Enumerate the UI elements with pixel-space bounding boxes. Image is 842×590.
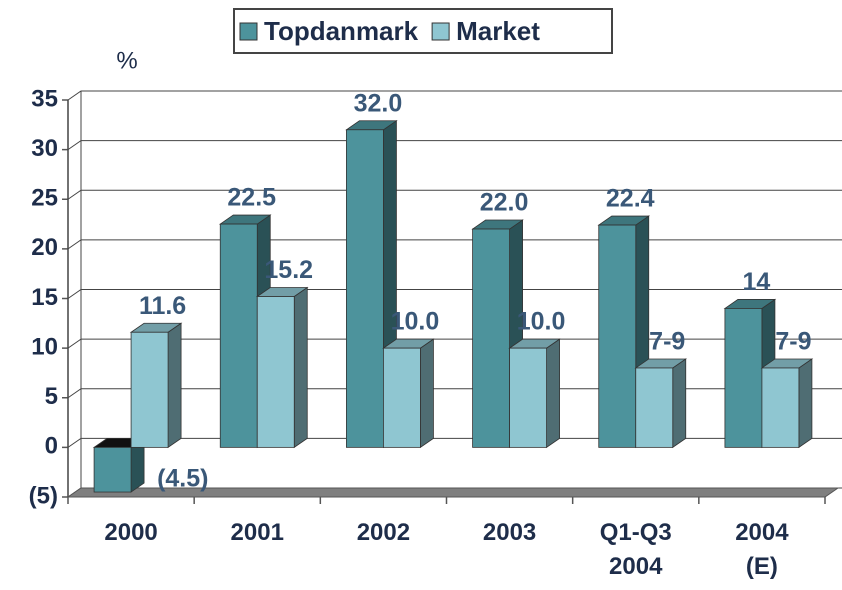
bar-front bbox=[509, 347, 547, 448]
y-tick-label: 25 bbox=[31, 185, 58, 212]
y-tick-label: 5 bbox=[45, 383, 58, 410]
bar bbox=[255, 286, 309, 449]
y-tick-label: 30 bbox=[31, 135, 58, 162]
bar bbox=[760, 358, 814, 449]
value-label: 10.0 bbox=[391, 308, 440, 336]
bar-front bbox=[346, 129, 384, 448]
bar-side bbox=[420, 338, 434, 449]
bar bbox=[129, 322, 183, 449]
value-label: 22.5 bbox=[227, 184, 276, 212]
bar-side bbox=[293, 286, 308, 449]
value-label: 7-9 bbox=[649, 328, 685, 356]
legend-swatch bbox=[431, 22, 450, 41]
value-label: 7-9 bbox=[775, 328, 811, 356]
y-tick-label: 15 bbox=[31, 284, 58, 311]
grid-line bbox=[67, 90, 842, 101]
bar-side bbox=[798, 358, 813, 449]
value-label: 15.2 bbox=[264, 256, 313, 284]
x-tick-label: 2002 bbox=[356, 519, 411, 546]
bar-front bbox=[472, 228, 510, 448]
bar-front bbox=[219, 223, 258, 448]
bar bbox=[508, 338, 561, 449]
value-label: 22.4 bbox=[606, 185, 655, 213]
bar-front bbox=[598, 224, 637, 448]
bar-side bbox=[546, 338, 560, 449]
y-tick-label: 10 bbox=[31, 333, 58, 360]
value-label: 14 bbox=[743, 268, 771, 296]
y-tick-label: 35 bbox=[31, 85, 58, 112]
bar-front bbox=[761, 367, 800, 448]
x-tick-label: 2001 bbox=[230, 519, 284, 546]
legend-label: Market bbox=[456, 16, 540, 46]
bar-front bbox=[256, 296, 295, 448]
bar bbox=[634, 358, 688, 449]
bar-side bbox=[672, 358, 687, 449]
x-tick-label: 2000 bbox=[104, 519, 158, 546]
value-label: 22.0 bbox=[480, 189, 529, 217]
bar-side bbox=[167, 322, 182, 449]
y-tick-label: (5) bbox=[29, 482, 58, 509]
grid-line bbox=[67, 189, 842, 200]
bar-front bbox=[724, 308, 763, 448]
x-tick-label: Q1-Q3 2004 bbox=[599, 519, 672, 580]
bar-front bbox=[383, 347, 421, 448]
legend-label: Topdanmark bbox=[264, 16, 419, 46]
bar bbox=[382, 338, 435, 449]
value-label: 11.6 bbox=[139, 292, 186, 320]
x-tick-label: 2004 (E) bbox=[735, 519, 789, 580]
grid-line bbox=[67, 239, 842, 250]
grid-line bbox=[67, 140, 842, 151]
bar-front bbox=[93, 446, 132, 493]
value-label: 10.0 bbox=[517, 308, 566, 336]
legend-box bbox=[233, 8, 613, 54]
legend-swatch bbox=[239, 22, 258, 41]
x-tick-label: 2003 bbox=[482, 519, 537, 546]
y-tick-label: 0 bbox=[45, 433, 58, 460]
value-label: (4.5) bbox=[157, 465, 208, 493]
value-label: 32.0 bbox=[354, 89, 403, 117]
bar-front bbox=[130, 331, 169, 448]
y-axis-label: % bbox=[116, 47, 137, 74]
bar-front bbox=[635, 367, 674, 448]
y-tick-label: 20 bbox=[31, 234, 58, 261]
